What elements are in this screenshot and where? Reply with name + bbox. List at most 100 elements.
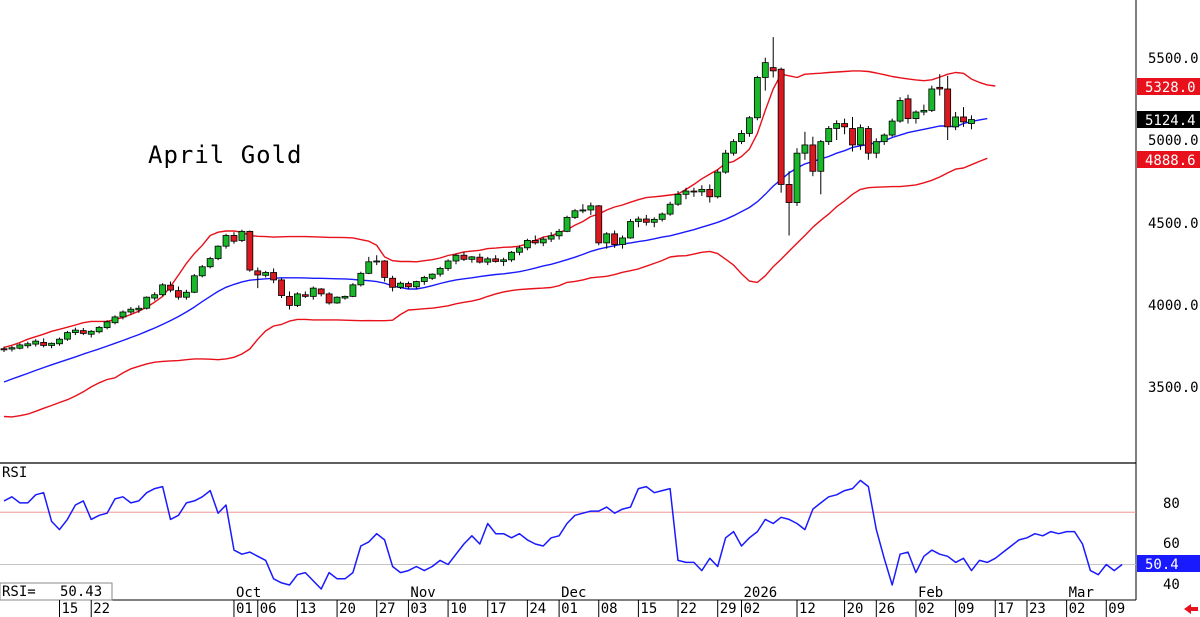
candlestick	[143, 296, 151, 310]
candlestick	[349, 283, 357, 298]
candle-body	[674, 193, 682, 205]
candle-body	[182, 291, 190, 298]
candle-body	[119, 311, 127, 318]
candle-body	[595, 205, 603, 244]
date-tick-label: 26	[878, 601, 895, 617]
rsi-tick-label: 80	[1163, 496, 1180, 512]
candlestick	[484, 256, 492, 266]
candlestick	[222, 233, 230, 249]
candlestick	[175, 286, 182, 300]
date-tick-label: 23	[1029, 601, 1046, 617]
candlestick	[516, 245, 523, 256]
candlestick	[262, 270, 270, 278]
candlestick	[888, 118, 896, 137]
candle-body	[333, 296, 341, 304]
candlestick	[523, 238, 531, 251]
rsi-readout-label: RSI=	[2, 584, 36, 600]
candlestick	[928, 85, 936, 113]
candlestick	[238, 229, 246, 243]
candle-body	[230, 235, 238, 242]
candle-body	[238, 230, 246, 241]
candle-body	[531, 240, 539, 244]
candle-body	[87, 330, 95, 335]
rsi-tick-label: 60	[1163, 536, 1180, 552]
candle-body	[730, 141, 737, 154]
candle-body	[143, 296, 151, 309]
date-tick-label: 09	[958, 601, 975, 617]
candle-body	[960, 116, 967, 123]
candle-body	[872, 141, 880, 154]
candle-body	[436, 267, 444, 275]
month-label: Oct	[236, 585, 261, 601]
candlestick	[48, 342, 55, 349]
candle-body	[56, 338, 63, 345]
candle-body	[262, 272, 270, 276]
candlestick	[841, 118, 848, 135]
candle-body	[880, 134, 888, 143]
candle-body	[555, 230, 563, 237]
candlestick	[301, 291, 309, 299]
candlestick	[849, 116, 856, 152]
date-tick-label: 17	[490, 601, 507, 617]
upper-bollinger-band	[3, 70, 996, 349]
last-price-marker: 5124.4	[1137, 111, 1200, 129]
candle-body	[167, 284, 174, 291]
candlestick	[920, 104, 928, 116]
candlestick	[809, 136, 817, 177]
candle-body	[833, 123, 841, 129]
chart-title: April Gold	[148, 141, 303, 169]
lower-bollinger-band	[3, 157, 988, 418]
date-tick-label: 15	[640, 601, 657, 617]
candlestick	[373, 255, 381, 266]
candle-body	[857, 127, 864, 146]
candle-body	[809, 144, 817, 172]
candle-body	[920, 109, 928, 113]
lower-band-marker-label: 4888.6	[1145, 153, 1196, 169]
candlestick	[79, 327, 87, 336]
candle-body	[428, 273, 436, 279]
candle-body	[563, 216, 571, 232]
candlestick	[389, 275, 396, 292]
candlestick	[357, 271, 365, 287]
candle-body	[746, 117, 753, 134]
date-axis: 15 22 01 06 13 20 27 03 10 17 24 01 08 15 22 29 02 12 20 26…	[59, 585, 1125, 617]
candlestick	[817, 140, 825, 195]
candle-body	[214, 245, 222, 259]
rsi-plot	[0, 479, 1136, 590]
candlestick	[32, 339, 40, 347]
candlestick	[294, 292, 301, 308]
date-tick-label: 12	[799, 601, 816, 617]
candlestick	[214, 245, 222, 261]
lower-band-marker: 4888.6	[1137, 151, 1200, 169]
candle-body	[309, 287, 317, 297]
candlestick	[103, 320, 111, 330]
candle-body	[40, 342, 48, 346]
candlestick	[190, 274, 198, 294]
candle-body	[896, 100, 904, 122]
date-tick-label: 08	[601, 601, 618, 617]
candlestick	[635, 216, 642, 228]
candle-body	[389, 277, 396, 288]
candle-body	[936, 86, 944, 90]
upper-band-marker: 5328.0	[1137, 78, 1200, 96]
candle-body	[690, 190, 698, 193]
candle-body	[817, 141, 825, 172]
candle-body	[825, 128, 833, 143]
candlestick	[500, 257, 507, 266]
candlestick	[405, 281, 412, 289]
last-price-marker-label: 5124.4	[1145, 113, 1196, 129]
date-tick-label: 03	[410, 601, 427, 617]
candle-body	[301, 294, 309, 297]
candlestick	[738, 130, 745, 145]
candlestick	[325, 292, 333, 305]
candle-body	[650, 218, 658, 223]
candle-body	[127, 308, 135, 313]
candlestick	[857, 124, 864, 150]
candle-body	[405, 283, 412, 288]
candlestick	[198, 265, 206, 278]
date-tick-label: 09	[1108, 601, 1125, 617]
rsi-readout-value: 50.43	[60, 584, 102, 600]
candlestick	[111, 315, 119, 325]
candlestick	[698, 185, 706, 196]
